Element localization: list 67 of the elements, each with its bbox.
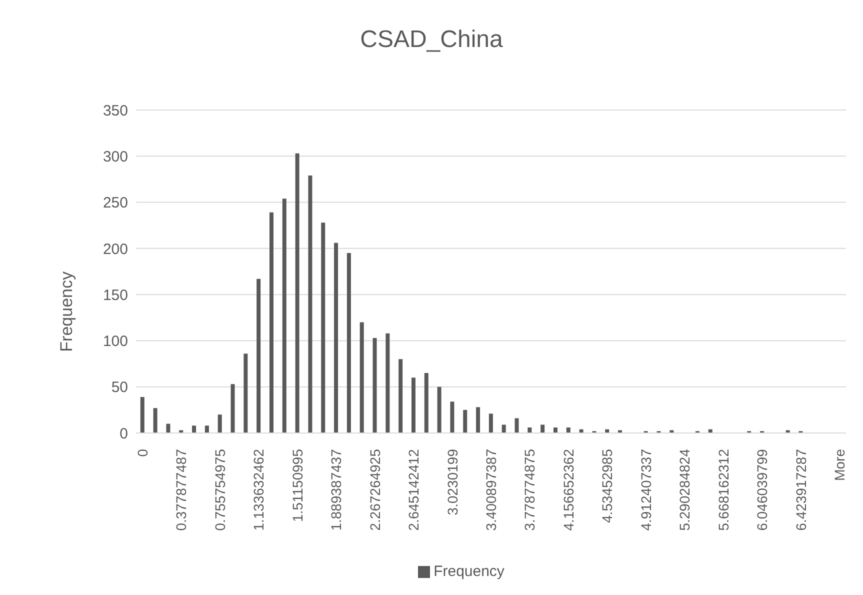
bar: [463, 410, 468, 433]
bar: [398, 359, 403, 433]
bar: [230, 384, 235, 433]
bar: [786, 430, 790, 433]
bar: [386, 333, 390, 433]
bar: [204, 426, 209, 433]
bar: [308, 176, 312, 433]
bar: [321, 222, 326, 433]
bar: [218, 414, 222, 433]
bar: [192, 426, 196, 433]
bar: [437, 386, 442, 433]
x-tick-label: 1.133632462: [250, 448, 267, 531]
bar: [488, 414, 493, 433]
x-tick-label: 3.0230199: [444, 448, 460, 516]
bar: [346, 253, 351, 433]
y-tick-label: 150: [102, 286, 128, 304]
bar: [179, 430, 184, 433]
bar: [334, 242, 338, 433]
bar: [372, 338, 377, 433]
y-tick-label: 100: [102, 333, 128, 350]
bar: [244, 354, 248, 433]
y-tick-label: 0: [120, 425, 128, 442]
x-tick-label: 2.267264925: [366, 448, 383, 531]
bar: [553, 427, 558, 433]
x-tick-label: 1.889387437: [328, 448, 344, 531]
bar: [360, 322, 364, 433]
bar: [476, 407, 480, 433]
bar: [618, 430, 622, 433]
bar: [540, 424, 545, 433]
bar: [166, 424, 170, 433]
x-tick-label: 0: [134, 448, 150, 457]
bar: [514, 418, 519, 433]
y-axis-title: Frequency: [57, 271, 76, 352]
x-tick-label: 3.400897387: [483, 448, 499, 531]
bar: [140, 397, 144, 433]
x-tick-label: 0.755754975: [212, 448, 228, 531]
x-tick-label: More: [832, 448, 848, 481]
bar: [295, 153, 300, 433]
x-tick-label: 3.778774875: [522, 448, 538, 531]
x-tick-label: 4.156652362: [560, 448, 576, 531]
y-tick-label: 50: [111, 379, 128, 396]
y-tick-label: 350: [102, 102, 128, 120]
bar: [670, 430, 674, 433]
x-tick-label: 6.046039799: [754, 448, 770, 531]
bar: [450, 402, 454, 433]
bar: [502, 424, 506, 433]
bar: [411, 378, 416, 433]
x-tick-label: 1.51150995: [289, 448, 306, 522]
bar: [282, 198, 286, 433]
bar: [566, 427, 570, 433]
x-tick-label: 5.290284824: [676, 448, 693, 531]
x-tick-label: 5.668162312: [715, 448, 732, 531]
y-tick-label: 250: [102, 194, 128, 212]
bar: [269, 212, 274, 433]
chart-title: CSAD_China: [359, 26, 504, 54]
bar: [424, 373, 428, 433]
x-tick-label: 6.423917287: [792, 448, 809, 531]
x-tick-label: 0.377877487: [173, 448, 190, 531]
x-tick-label: 2.645142412: [406, 448, 422, 531]
x-tick-label: 4.912407337: [638, 448, 654, 531]
legend-label: Frequency: [434, 563, 504, 580]
bar: [528, 427, 532, 433]
bar: [256, 278, 261, 433]
x-tick-label: 4.53452985: [599, 448, 616, 523]
y-tick-label: 200: [102, 240, 128, 258]
y-tick-label: 300: [102, 148, 128, 166]
bar: [153, 408, 158, 433]
